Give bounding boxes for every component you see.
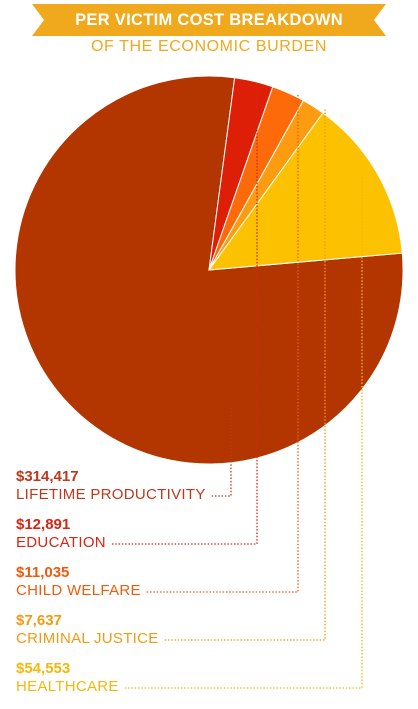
banner-ribbon-shape <box>32 4 386 36</box>
lifetime-productivity-value: $314,417 <box>16 468 79 485</box>
legend-item-education: $12,891 EDUCATION <box>16 516 106 552</box>
legend-item-child-welfare: $11,035 CHILD WELFARE <box>16 564 141 600</box>
legend-item-lifetime-productivity: $314,417 LIFETIME PRODUCTIVITY <box>16 468 206 504</box>
criminal-justice-value: $7,637 <box>16 612 62 629</box>
title-banner: PER VICTIM COST BREAKDOWN <box>32 4 386 36</box>
leader-line-healthcare <box>124 176 363 689</box>
chart-subtitle: OF THE ECONOMIC BURDEN <box>90 38 328 55</box>
education-label: EDUCATION <box>16 534 106 551</box>
healthcare-value: $54,553 <box>16 660 71 677</box>
pie-slice-healthcare <box>207 112 403 271</box>
chart-title: PER VICTIM COST BREAKDOWN <box>75 11 343 29</box>
criminal-justice-label: CRIMINAL JUSTICE <box>16 630 159 647</box>
healthcare-label: HEALTHCARE <box>16 678 119 695</box>
leader-line-education <box>111 83 258 545</box>
child-welfare-value: $11,035 <box>16 564 70 581</box>
leader-line-criminal-justice <box>164 108 326 641</box>
education-value: $12,891 <box>16 516 71 533</box>
legend-item-criminal-justice: $7,637 CRIMINAL JUSTICE <box>16 612 159 648</box>
leader-line-lifetime-productivity <box>211 406 232 497</box>
legend-item-healthcare: $54,553 HEALTHCARE <box>16 660 119 696</box>
lifetime-productivity-label: LIFETIME PRODUCTIVITY <box>16 486 206 503</box>
child-welfare-label: CHILD WELFARE <box>16 582 141 599</box>
leader-line-child-welfare <box>146 94 299 593</box>
